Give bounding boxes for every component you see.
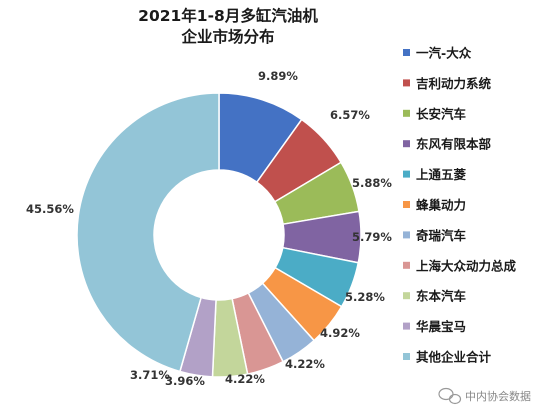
legend-swatch-1 [403, 49, 410, 56]
watermark: 中内协会数据 [438, 387, 531, 405]
legend-swatch-4 [403, 140, 410, 148]
data-label-9: 3.96% [165, 374, 205, 388]
legend-label-9: 东本汽车 [416, 289, 467, 304]
legend-label-8: 上海大众动力总成 [416, 258, 517, 273]
legend-label-7: 奇瑞汽车 [416, 228, 467, 243]
legend-swatch-3 [403, 109, 410, 117]
data-label-10: 3.71% [130, 368, 170, 382]
data-label-5: 5.28% [345, 290, 385, 304]
legend-label-10: 华晨宝马 [416, 319, 466, 334]
data-label-7: 4.22% [285, 357, 325, 371]
data-label-1: 9.89% [258, 69, 298, 83]
chart-legend: 一汽-大众吉利动力系统长安汽车东风有限本部上通五菱蜂巢动力奇瑞汽车上海大众动力总… [403, 46, 517, 365]
legend-swatch-8 [403, 261, 410, 269]
data-label-6: 4.92% [320, 326, 360, 340]
data-label-3: 5.88% [352, 176, 392, 190]
legend-label-4: 东风有限本部 [416, 137, 492, 152]
legend-swatch-6 [403, 201, 410, 208]
legend-swatch-2 [403, 79, 410, 87]
legend-label-2: 吉利动力系统 [416, 76, 492, 91]
donut-slice-11 [76, 92, 220, 373]
legend-label-3: 长安汽车 [416, 106, 467, 121]
legend-label-6: 蜂巢动力 [416, 198, 466, 213]
legend-swatch-9 [403, 292, 410, 300]
legend-label-11: 其他企业合计 [416, 350, 492, 365]
chart-slices [76, 92, 362, 378]
wechat-icon [438, 387, 462, 405]
legend-label-1: 一汽-大众 [416, 46, 472, 61]
data-label-2: 6.57% [330, 108, 370, 122]
legend-label-5: 上通五菱 [416, 167, 467, 182]
legend-swatch-11 [403, 353, 410, 360]
legend-swatch-5 [403, 170, 410, 178]
chart-data-labels: 9.89% 6.57% 5.88% 5.79% 5.28% 4.92% 4.22% 4.22%… [26, 69, 392, 388]
watermark-text: 中内协会数据 [465, 389, 531, 403]
data-label-4: 5.79% [352, 230, 392, 244]
chart-title-line-1: 2021年1-8月多缸汽油机 [138, 6, 318, 25]
data-label-8: 4.22% [225, 372, 265, 386]
chart-title-line-2: 企业市场分布 [180, 27, 274, 46]
legend-swatch-7 [403, 231, 410, 239]
legend-swatch-10 [403, 322, 410, 330]
data-label-11: 45.56% [26, 202, 74, 216]
